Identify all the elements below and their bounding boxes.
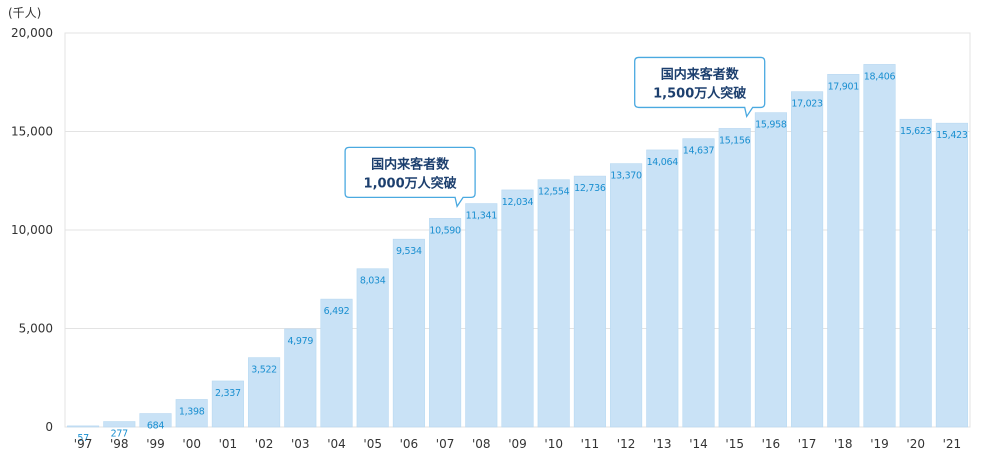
x-tick-label: '11: [581, 437, 600, 451]
data-label: 9,534: [396, 246, 422, 257]
data-label: 13,370: [610, 171, 642, 182]
bar: [610, 163, 643, 428]
bar: [67, 425, 100, 428]
x-tick-label: '10: [544, 437, 563, 451]
data-label: 12,554: [538, 187, 570, 198]
x-tick-label: '00: [182, 437, 201, 451]
bar: [429, 218, 462, 428]
y-tick-label: 15,000: [11, 125, 53, 139]
callout-box: [634, 56, 766, 119]
x-tick-label: '03: [291, 437, 310, 451]
bar: [211, 380, 244, 428]
data-label: 12,034: [502, 197, 534, 208]
y-tick-label: 10,000: [11, 223, 53, 237]
data-label: 3,522: [251, 365, 277, 376]
data-label: 12,736: [574, 183, 606, 194]
x-tick-label: '08: [472, 437, 491, 451]
bar: [103, 421, 136, 428]
bar: [827, 74, 860, 428]
callout-line1: 国内来客者数: [661, 66, 740, 82]
x-tick-label: '20: [906, 437, 925, 451]
data-label: 57: [77, 433, 89, 444]
bar: [501, 189, 534, 428]
x-tick-label: '15: [725, 437, 744, 451]
x-tick-label: '07: [436, 437, 455, 451]
x-tick-label: '97: [74, 437, 93, 451]
x-tick-label: '02: [255, 437, 274, 451]
bar: [863, 64, 896, 428]
bar: [791, 91, 824, 428]
callout-line2: 1,500万人突破: [653, 85, 746, 101]
data-label: 2,337: [215, 388, 241, 399]
bar: [465, 203, 498, 428]
data-label: 1,398: [179, 406, 205, 417]
y-tick-label: 0: [45, 420, 53, 434]
x-tick-label: '21: [943, 437, 962, 451]
x-tick-label: '05: [363, 437, 382, 451]
data-label: 15,156: [719, 135, 751, 146]
data-label: 15,423: [936, 130, 968, 141]
x-tick-label: '14: [689, 437, 708, 451]
data-label: 18,406: [864, 71, 896, 82]
bar: [175, 399, 208, 428]
data-label: 6,492: [324, 306, 350, 317]
bar: [537, 179, 570, 428]
callout-box: [344, 146, 476, 209]
x-tick-label: '19: [870, 437, 889, 451]
data-label: 4,979: [287, 336, 313, 347]
data-label: 17,901: [828, 81, 860, 92]
x-tick-label: '13: [653, 437, 672, 451]
y-tick-label: 20,000: [11, 26, 53, 40]
bar: [646, 149, 679, 428]
data-label: 14,637: [683, 146, 715, 157]
x-tick-label: '01: [219, 437, 238, 451]
data-label: 8,034: [360, 276, 386, 287]
x-tick-label: '99: [146, 437, 165, 451]
bar: [935, 122, 968, 428]
bar: [899, 118, 932, 428]
x-tick-label: '17: [798, 437, 817, 451]
bar: [392, 238, 425, 428]
bar: [284, 328, 317, 428]
x-tick-label: '12: [617, 437, 636, 451]
callout-line1: 国内来客者数: [371, 156, 450, 172]
bar: [356, 268, 389, 428]
data-label: 14,064: [647, 157, 679, 168]
bar: [320, 298, 353, 428]
x-tick-label: '98: [110, 437, 129, 451]
y-tick-label: 5,000: [19, 322, 53, 336]
data-label: 11,341: [466, 211, 498, 222]
bar: [248, 357, 281, 428]
x-tick-label: '04: [327, 437, 346, 451]
bar: [718, 128, 751, 428]
bar: [682, 138, 715, 428]
x-tick-label: '18: [834, 437, 853, 451]
data-label: 684: [147, 421, 164, 432]
callout-line2: 1,000万人突破: [364, 175, 457, 191]
data-label: 277: [111, 429, 128, 440]
x-tick-label: '09: [508, 437, 527, 451]
x-tick-label: '06: [400, 437, 419, 451]
data-label: 15,623: [900, 126, 932, 137]
bar: [754, 112, 787, 428]
data-label: 17,023: [791, 99, 823, 110]
data-label: 15,958: [755, 120, 787, 131]
y-axis-unit: (千人): [8, 6, 42, 20]
bar: [139, 413, 172, 428]
data-label: 10,590: [429, 225, 461, 236]
x-tick-label: '16: [762, 437, 781, 451]
bar: [573, 175, 606, 428]
